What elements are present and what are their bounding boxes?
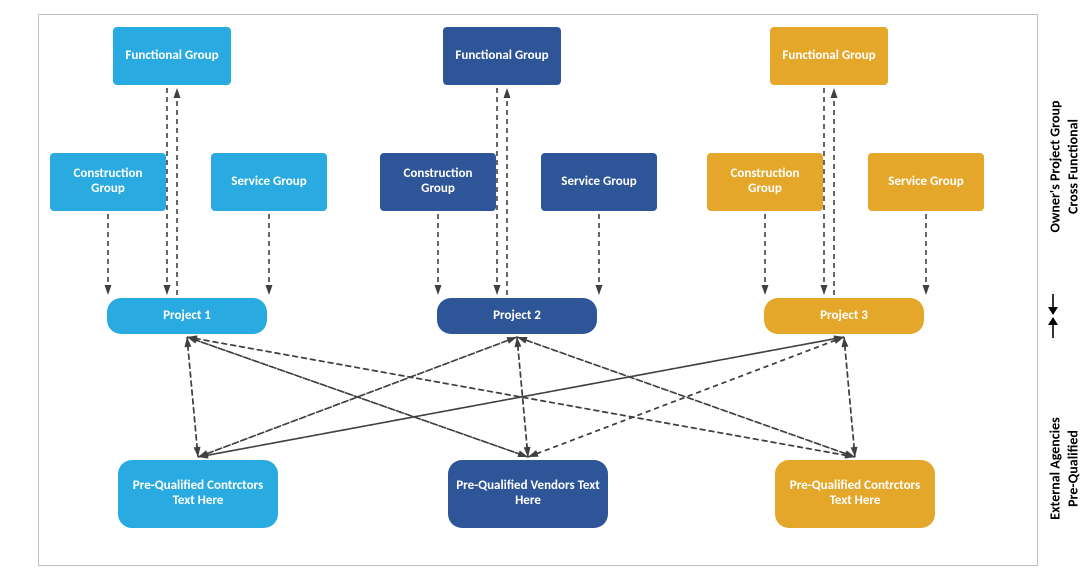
side-label-top-1: Cross Functional [1065, 82, 1082, 252]
functional-group-1: Functional Group [113, 27, 231, 85]
service-group-1: Service Group [211, 153, 327, 211]
side-label-bottom-2: External Agencies [1047, 384, 1064, 554]
bottom-box-1: Pre-Qualified Contrctors Text Here [118, 460, 278, 528]
project-1: Project 1 [107, 298, 267, 334]
construction-group-2: Construction Group [380, 153, 496, 211]
bottom-box-3: Pre-Qualified Contrctors Text Here [775, 460, 935, 528]
side-label-bottom-1: Pre-Qualified [1065, 384, 1082, 554]
service-group-3: Service Group [868, 153, 984, 211]
construction-group-1: Construction Group [50, 153, 166, 211]
project-3: Project 3 [764, 298, 924, 334]
construction-group-3: Construction Group [707, 153, 823, 211]
project-2: Project 2 [437, 298, 597, 334]
service-group-2: Service Group [541, 153, 657, 211]
bottom-box-2: Pre-Qualified Vendors Text Here [448, 460, 608, 528]
side-label-top-2: Owner's Project Group [1047, 82, 1064, 252]
functional-group-3: Functional Group [770, 27, 888, 85]
functional-group-2: Functional Group [443, 27, 561, 85]
